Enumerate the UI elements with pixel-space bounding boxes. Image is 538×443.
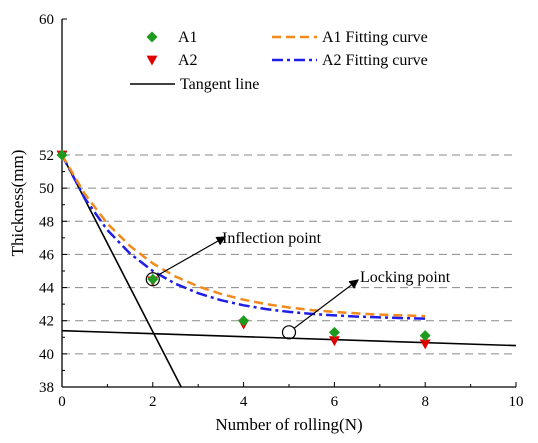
locking-point-label: Locking point	[360, 269, 451, 286]
x-tick-label: 2	[149, 394, 157, 410]
x-tick-label: 6	[331, 394, 339, 410]
tangent-line	[62, 154, 183, 387]
a2-fitting-curve	[60, 154, 426, 320]
x-tick-label: 4	[240, 394, 248, 410]
legend-a1-label: A1	[178, 29, 198, 46]
locking-point-arrow	[293, 279, 359, 329]
a1-point	[419, 330, 431, 342]
x-axis-title: Number of rolling(N)	[215, 415, 362, 434]
y-tick-label: 60	[39, 12, 54, 28]
x-tick-label: 8	[421, 394, 429, 410]
legend-a2-fit-label: A2 Fitting curve	[322, 52, 428, 69]
y-tick-label: 50	[39, 181, 54, 197]
y-tick-label: 48	[39, 214, 54, 230]
inflection-point-arrow	[157, 236, 227, 276]
legend-a1-marker	[146, 31, 158, 43]
a1-fitting-curve	[60, 154, 426, 318]
y-tick-label: 40	[39, 347, 54, 363]
legend-a2-marker	[146, 55, 158, 66]
x-tick-label: 10	[509, 394, 524, 410]
a2-point	[419, 339, 431, 350]
y-tick-label: 42	[39, 314, 54, 330]
x-tick-label: 0	[58, 394, 66, 410]
y-axis-title: Thickness(mm)	[8, 150, 27, 257]
a1-point	[147, 273, 159, 285]
inflection-point-marker	[145, 272, 160, 287]
y-tick-label: 38	[39, 380, 54, 396]
y-tick-label: 46	[39, 247, 55, 263]
a1-point	[328, 326, 340, 338]
locking-point-marker	[281, 325, 297, 340]
legend-tangent-label: Tangent line	[180, 76, 259, 93]
a2-point	[328, 336, 340, 347]
y-tick-label: 44	[39, 281, 55, 297]
a1-point	[238, 315, 250, 327]
y-tick-label: 52	[39, 148, 54, 164]
tangent-line	[62, 329, 516, 347]
legend-a1-fit-label: A1 Fitting curve	[322, 29, 428, 46]
legend-a2-label: A2	[178, 52, 198, 69]
inflection-point-label: Inflection point	[222, 230, 322, 247]
a1-point	[56, 149, 68, 161]
